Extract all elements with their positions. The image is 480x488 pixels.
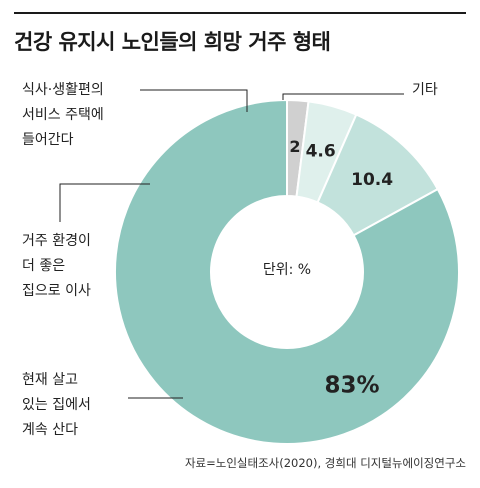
leader-line-2 <box>59 183 150 222</box>
chart-title: 건강 유지시 노인들의 희망 거주 형태 <box>14 30 331 54</box>
source-note: 자료=노인실태조사(2020), 경희대 디지털뉴에이징연구소 <box>184 456 466 470</box>
leader-line-0 <box>282 93 404 100</box>
category-label-2: 거주 환경이 더 좋은 집으로 이사 <box>22 233 91 299</box>
category-label-3: 현재 살고 있는 집에서 계속 산다 <box>22 372 91 438</box>
donut-slice-3 <box>114 98 460 445</box>
unit-label: 단위: % <box>263 262 311 278</box>
value-label-2: 10.4 <box>351 170 393 190</box>
value-label-1: 4.6 <box>306 142 336 162</box>
leader-line-1 <box>140 89 248 112</box>
value-label-0: 2 <box>289 137 300 156</box>
category-label-0: 기타 <box>412 82 438 98</box>
top-rule <box>14 12 466 14</box>
value-label-3: 83% <box>324 373 379 399</box>
category-label-1: 식사·생활편의 서비스 주택에 들어간다 <box>22 82 104 148</box>
